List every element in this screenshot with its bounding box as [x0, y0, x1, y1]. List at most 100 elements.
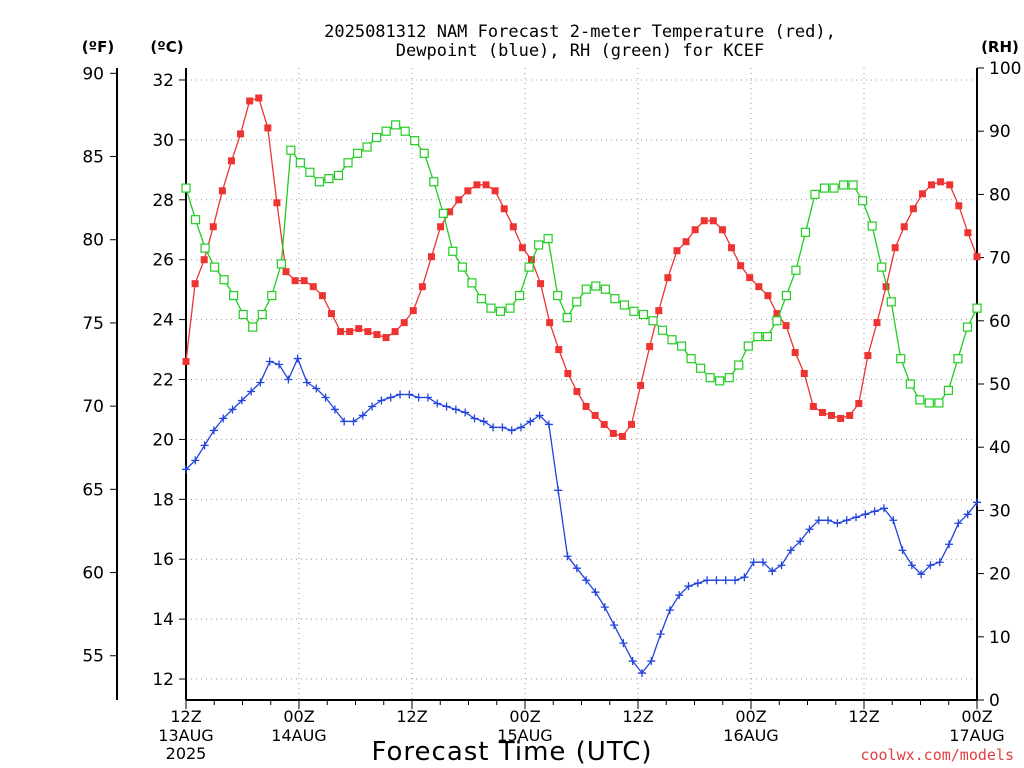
data-point-dewpoint [284, 375, 293, 384]
data-point-rh [667, 335, 677, 345]
tick-labels: 12 14 16 18 20 22 24 26 28 30 32 55 60 65 70 75 80 85 90 0 1… [82, 59, 1021, 763]
data-point-dewpoint [209, 426, 218, 435]
data-point-rh [962, 322, 973, 332]
data-point-dewpoint [423, 393, 432, 402]
data-point-rh [696, 363, 706, 373]
data-point-dewpoint [945, 540, 954, 549]
data-point-temperature [855, 399, 863, 407]
data-point-temperature [246, 97, 254, 105]
data-point-rh [410, 136, 420, 146]
data-point-rh [886, 297, 896, 307]
data-point-temperature [946, 181, 954, 189]
data-point-temperature [327, 310, 335, 318]
data-point-dewpoint [786, 546, 795, 555]
data-point-rh [276, 259, 286, 269]
data-point-dewpoint [535, 411, 544, 420]
data-point-temperature [200, 256, 208, 264]
data-point-dewpoint [265, 357, 274, 366]
data-point-dewpoint [842, 516, 851, 525]
data-point-dewpoint [368, 402, 377, 411]
data-point-dewpoint [637, 669, 646, 678]
data-point-temperature [318, 292, 326, 300]
data-point-temperature [218, 187, 226, 195]
x-tick-label-date: 16AUG [723, 726, 778, 745]
x-tick-label-time: 12Z [622, 707, 653, 726]
x-tick-label-time: 12Z [170, 707, 201, 726]
celsius-tick-label: 26 [152, 251, 174, 271]
data-point-dewpoint [247, 387, 256, 396]
data-point-rh [562, 313, 572, 323]
data-point-temperature [591, 411, 599, 419]
celsius-unit-label: (ºC) [150, 38, 183, 56]
data-point-temperature [464, 187, 472, 195]
data-point-temperature [364, 328, 372, 336]
data-point-dewpoint [898, 546, 907, 555]
data-point-temperature [791, 349, 799, 357]
data-point-rh [514, 290, 525, 301]
data-point-rh [333, 170, 344, 181]
data-point-temperature [455, 196, 463, 204]
data-point-temperature [964, 229, 972, 237]
data-point-dewpoint [907, 561, 916, 570]
data-point-temperature [309, 283, 317, 291]
data-point-temperature [818, 408, 826, 416]
data-point-temperature [900, 223, 908, 231]
data-point-rh [200, 243, 210, 253]
data-point-rh [610, 294, 620, 304]
data-point-temperature [227, 157, 235, 165]
data-point-rh [219, 275, 229, 285]
data-point-temperature [482, 181, 490, 189]
credit-text: coolwx.com/models [860, 746, 1014, 764]
data-point-dewpoint [563, 552, 572, 561]
data-point-dewpoint [796, 537, 805, 546]
data-point-temperature [237, 130, 245, 138]
fahrenheit-tick-label: 55 [82, 647, 104, 667]
data-point-dewpoint [935, 558, 944, 567]
celsius-tick-label: 30 [152, 131, 174, 151]
x-tick-label-time: 12Z [396, 707, 427, 726]
data-point-temperature [264, 124, 272, 132]
data-point-rh [648, 316, 658, 326]
data-point-rh [343, 158, 353, 168]
data-point-temperature [427, 253, 435, 261]
data-point-dewpoint [973, 498, 981, 507]
data-point-temperature [600, 420, 608, 428]
fahrenheit-tick-label: 65 [82, 480, 104, 500]
data-point-temperature [837, 414, 845, 422]
data-point-dewpoint [275, 360, 284, 369]
data-point-rh [591, 281, 601, 291]
data-point-rh [457, 262, 467, 272]
data-point-rh [657, 325, 668, 335]
rh-tick-label: 30 [989, 501, 1011, 521]
x-tick-label-date: 15AUG [497, 726, 552, 745]
data-point-temperature [473, 181, 481, 189]
celsius-tick-label: 32 [152, 71, 174, 91]
rh-tick-label: 10 [989, 628, 1011, 648]
data-point-dewpoint [619, 639, 628, 648]
data-point-temperature [909, 205, 917, 213]
data-point-temperature [291, 277, 299, 285]
data-point-rh [724, 373, 734, 383]
data-point-dewpoint [498, 423, 507, 432]
data-point-dewpoint [517, 423, 526, 432]
data-point-dewpoint [917, 570, 926, 579]
x-axis-label: Forecast Time (UTC) [371, 737, 652, 767]
data-point-temperature [300, 277, 308, 285]
data-point-temperature [446, 208, 454, 216]
data-point-dewpoint [889, 516, 898, 525]
data-point-temperature [928, 181, 936, 189]
data-point-dewpoint [861, 510, 870, 519]
data-point-rh [543, 234, 553, 244]
data-point-dewpoint [740, 573, 749, 582]
data-point-rh [391, 120, 401, 130]
data-point-rh [381, 126, 391, 136]
data-point-dewpoint [963, 510, 972, 519]
rh-tick-label: 20 [989, 565, 1011, 585]
data-point-dewpoint [433, 399, 442, 408]
data-point-temperature [191, 280, 199, 288]
data-point-rh [638, 309, 649, 320]
data-point-dewpoint [684, 582, 693, 591]
data-point-dewpoint [721, 576, 730, 585]
data-point-rh [953, 354, 963, 364]
